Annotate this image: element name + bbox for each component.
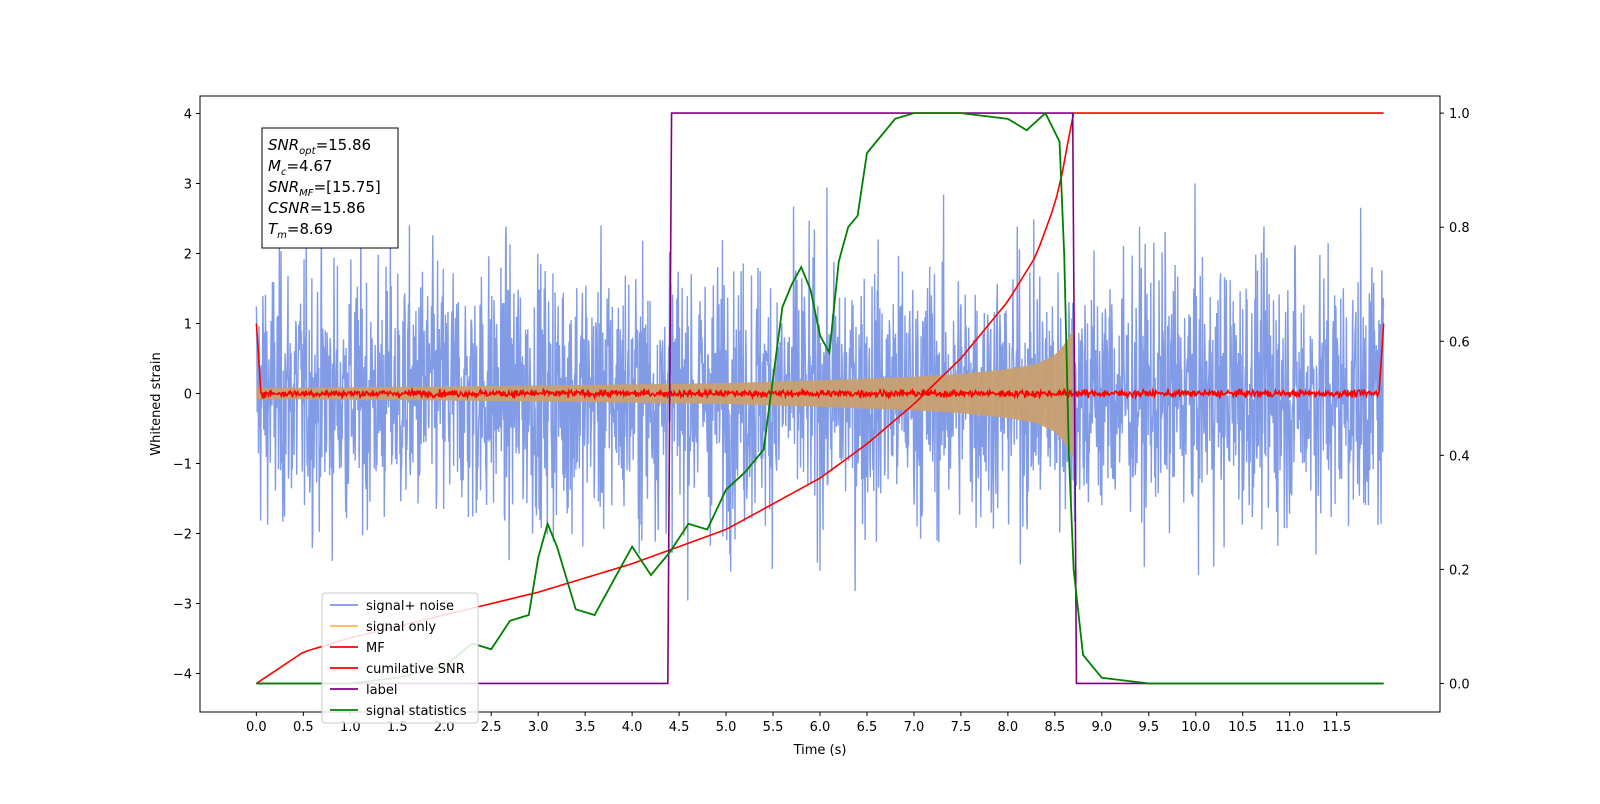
x-tick-label: 6.5 [857, 720, 878, 735]
x-tick-label: 8.5 [1045, 720, 1066, 735]
legend-label: MF [366, 641, 385, 656]
x-tick-label: 7.0 [904, 720, 925, 735]
y2-tick-label: 0.2 [1449, 563, 1470, 578]
x-tick-label: 10.0 [1181, 720, 1210, 735]
legend-label: signal+ noise [366, 599, 454, 614]
y-tick-label: −1 [173, 458, 192, 473]
annotation-line: SNRMF=[15.75] [268, 178, 381, 199]
x-tick-label: 0.0 [246, 720, 267, 735]
x-tick-label: 0.5 [293, 720, 314, 735]
legend-label: signal only [366, 620, 436, 635]
x-tick-label: 2.5 [481, 720, 502, 735]
y2-tick-label: 1.0 [1449, 107, 1470, 122]
y-tick-label: 4 [184, 108, 192, 123]
y2-tick-label: 0.6 [1449, 335, 1470, 350]
y-axis-label: Whitened strain [149, 352, 164, 455]
x-tick-label: 3.5 [575, 720, 596, 735]
legend-label: label [366, 683, 397, 698]
x-tick-label: 5.0 [716, 720, 737, 735]
y-tick-label: 3 [184, 178, 192, 193]
x-tick-label: 8.0 [998, 720, 1019, 735]
legend-label: signal statistics [366, 704, 467, 719]
x-tick-label: 4.5 [669, 720, 690, 735]
annotation-box: SNRopt=15.86Mc=4.67SNRMF=[15.75]CSNR=15.… [262, 128, 398, 248]
y2-tick-label: 0.0 [1449, 677, 1470, 692]
y-tick-label: 2 [184, 248, 192, 263]
x-tick-label: 9.0 [1091, 720, 1112, 735]
x-tick-label: 9.5 [1138, 720, 1159, 735]
annotation-line: SNRopt=15.86 [268, 136, 371, 157]
x-tick-label: 3.0 [528, 720, 549, 735]
annotation-line: CSNR=15.86 [268, 199, 365, 217]
y2-tick-label: 0.4 [1449, 449, 1470, 464]
x-axis-label: Time (s) [793, 743, 847, 758]
x-tick-label: 6.0 [810, 720, 831, 735]
x-tick-label: 5.5 [763, 720, 784, 735]
x-tick-label: 4.0 [622, 720, 643, 735]
x-tick-label: 7.5 [951, 720, 972, 735]
y-tick-label: 1 [184, 318, 192, 333]
y-tick-label: −4 [173, 668, 192, 683]
y2-tick-label: 0.8 [1449, 221, 1470, 236]
legend-label: cumilative SNR [366, 662, 465, 677]
legend: signal+ noise signal only MF cumilative SNR… [322, 593, 478, 723]
x-tick-label: 11.0 [1275, 720, 1304, 735]
annotation-line: Mc=4.67 [268, 157, 332, 178]
y-tick-label: 0 [184, 388, 192, 403]
x-tick-label: 11.5 [1322, 720, 1351, 735]
y-tick-label: −3 [173, 598, 192, 613]
x-tick-label: 10.5 [1228, 720, 1257, 735]
y-tick-label: −2 [173, 528, 192, 543]
